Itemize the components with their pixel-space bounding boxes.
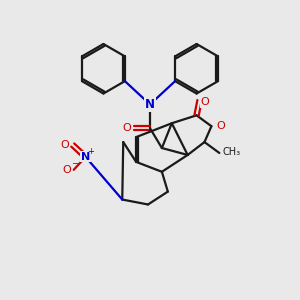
Text: N: N — [81, 152, 90, 162]
Text: −: − — [72, 159, 80, 169]
Text: O: O — [216, 121, 225, 131]
Text: +: + — [87, 148, 94, 157]
Text: O: O — [200, 98, 209, 107]
Text: O: O — [62, 165, 71, 175]
Text: N: N — [145, 98, 155, 111]
Text: O: O — [60, 140, 69, 150]
Text: O: O — [123, 123, 132, 133]
Text: CH₃: CH₃ — [222, 147, 240, 157]
